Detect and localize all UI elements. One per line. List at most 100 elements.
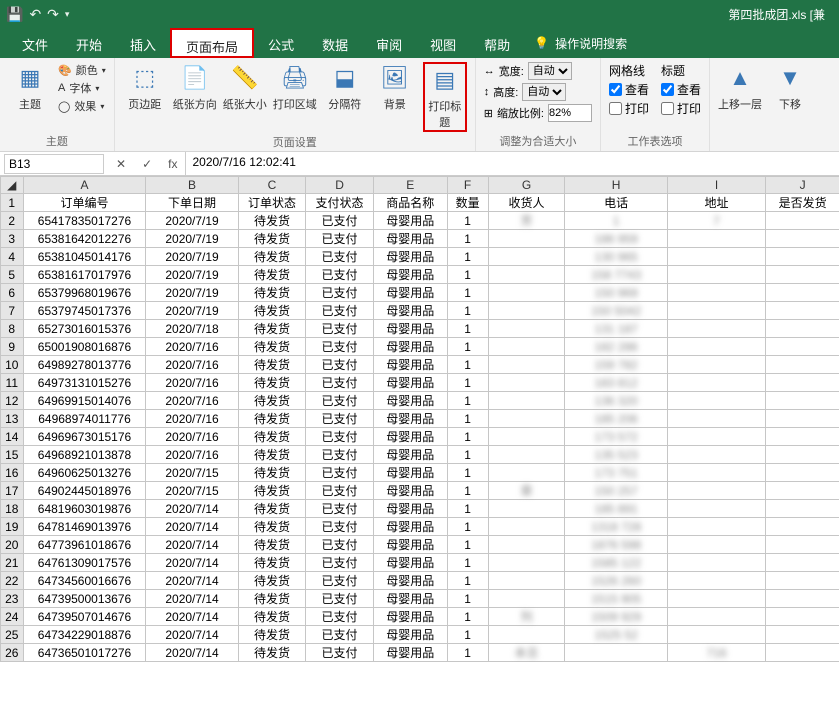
save-icon[interactable]: 💾 xyxy=(6,6,23,23)
tab-view[interactable]: 视图 xyxy=(416,28,470,58)
row-header[interactable]: 11 xyxy=(1,374,24,392)
cell[interactable]: 64968974011776 xyxy=(23,410,146,428)
cell[interactable]: 已支付 xyxy=(306,518,374,536)
fx-icon[interactable]: fx xyxy=(160,157,185,171)
cell[interactable]: 2020/7/14 xyxy=(146,608,238,626)
cell[interactable]: 2020/7/14 xyxy=(146,590,238,608)
cell[interactable]: 182 286 xyxy=(565,338,667,356)
cell[interactable] xyxy=(667,500,765,518)
cell[interactable] xyxy=(667,284,765,302)
cell[interactable]: 173 572 xyxy=(565,428,667,446)
cell[interactable] xyxy=(766,554,839,572)
row-header[interactable]: 17 xyxy=(1,482,24,500)
header-cell[interactable]: 电话 xyxy=(565,194,667,212)
cell[interactable] xyxy=(667,338,765,356)
cell[interactable]: 158 7743 xyxy=(565,266,667,284)
cell[interactable]: 已支付 xyxy=(306,572,374,590)
cell[interactable]: 1876 598 xyxy=(565,536,667,554)
cell[interactable]: 65001908016876 xyxy=(23,338,146,356)
cell[interactable]: 1 xyxy=(565,212,667,230)
cell[interactable]: 待发货 xyxy=(238,464,306,482)
cell[interactable] xyxy=(766,320,839,338)
tab-file[interactable]: 文件 xyxy=(8,28,62,58)
cell[interactable]: 1 xyxy=(447,428,488,446)
cell[interactable]: 1585 122 xyxy=(565,554,667,572)
scale-picker[interactable]: ⊞缩放比例: xyxy=(484,104,592,122)
cell[interactable] xyxy=(667,464,765,482)
column-header[interactable]: G xyxy=(488,177,565,194)
cell[interactable]: 母婴用品 xyxy=(373,320,447,338)
cell[interactable]: 待发货 xyxy=(238,500,306,518)
header-cell[interactable]: 地址 xyxy=(667,194,765,212)
cell[interactable]: 待发货 xyxy=(238,266,306,284)
row-header[interactable]: 2 xyxy=(1,212,24,230)
tab-data[interactable]: 数据 xyxy=(308,28,362,58)
cell[interactable] xyxy=(488,572,565,590)
cell[interactable]: 待发货 xyxy=(238,356,306,374)
cell[interactable]: 待发货 xyxy=(238,626,306,644)
cell[interactable]: 母婴用品 xyxy=(373,230,447,248)
cell[interactable]: 母婴用品 xyxy=(373,374,447,392)
cell[interactable]: 待发货 xyxy=(238,572,306,590)
column-header[interactable]: A xyxy=(23,177,146,194)
cell[interactable]: 2020/7/16 xyxy=(146,428,238,446)
cell[interactable]: 已支付 xyxy=(306,590,374,608)
cell[interactable]: 2020/7/16 xyxy=(146,410,238,428)
cell[interactable]: 待发货 xyxy=(238,410,306,428)
cell[interactable]: 2020/7/16 xyxy=(146,446,238,464)
cell[interactable]: 已支付 xyxy=(306,464,374,482)
header-cell[interactable]: 支付状态 xyxy=(306,194,374,212)
cell[interactable]: 待发货 xyxy=(238,320,306,338)
cell[interactable] xyxy=(667,536,765,554)
cell[interactable]: 已支付 xyxy=(306,608,374,626)
cell[interactable]: 芳 xyxy=(488,212,565,230)
cell[interactable]: 64902445018976 xyxy=(23,482,146,500)
cell[interactable]: 待发货 xyxy=(238,536,306,554)
cell[interactable] xyxy=(667,248,765,266)
cell[interactable]: 1 xyxy=(447,230,488,248)
cell[interactable]: 待发货 xyxy=(238,644,306,662)
cell[interactable]: 母婴用品 xyxy=(373,284,447,302)
bring-forward-button[interactable]: ▲上移一层 xyxy=(718,62,762,112)
formula-input[interactable]: 2020/7/16 12:02:41 xyxy=(185,152,839,175)
row-header[interactable]: 7 xyxy=(1,302,24,320)
cell[interactable] xyxy=(667,590,765,608)
cell[interactable]: 64781469013976 xyxy=(23,518,146,536)
cell[interactable]: 母婴用品 xyxy=(373,212,447,230)
cell[interactable] xyxy=(766,626,839,644)
cell[interactable]: 已支付 xyxy=(306,374,374,392)
cell[interactable] xyxy=(766,356,839,374)
column-header[interactable]: C xyxy=(238,177,306,194)
cell[interactable] xyxy=(667,626,765,644)
cell[interactable]: 173 751 xyxy=(565,464,667,482)
cell[interactable]: 母婴用品 xyxy=(373,626,447,644)
header-cell[interactable]: 收货人 xyxy=(488,194,565,212)
effects-button[interactable]: ◯效果▾ xyxy=(58,98,106,114)
cell[interactable] xyxy=(488,590,565,608)
orientation-button[interactable]: 📄纸张方向 xyxy=(173,62,217,112)
cell[interactable]: 2020/7/19 xyxy=(146,230,238,248)
cell[interactable]: 已支付 xyxy=(306,302,374,320)
cell[interactable] xyxy=(766,230,839,248)
cell[interactable]: 母婴用品 xyxy=(373,392,447,410)
cell[interactable]: 母婴用品 xyxy=(373,266,447,284)
cell[interactable] xyxy=(766,266,839,284)
row-header[interactable]: 25 xyxy=(1,626,24,644)
cell[interactable] xyxy=(488,536,565,554)
cell[interactable]: 已支付 xyxy=(306,320,374,338)
cell[interactable] xyxy=(667,392,765,410)
cell[interactable]: 150 969 xyxy=(565,284,667,302)
cell[interactable] xyxy=(488,230,565,248)
cell[interactable]: 64989278013776 xyxy=(23,356,146,374)
header-cell[interactable]: 是否发货 xyxy=(766,194,839,212)
cancel-icon[interactable]: ✕ xyxy=(108,157,134,171)
row-header[interactable]: 9 xyxy=(1,338,24,356)
cell[interactable]: 本旦 xyxy=(488,644,565,662)
cell[interactable] xyxy=(667,518,765,536)
cell[interactable]: 2020/7/16 xyxy=(146,392,238,410)
tab-home[interactable]: 开始 xyxy=(62,28,116,58)
cell[interactable]: 64773961018676 xyxy=(23,536,146,554)
cell[interactable] xyxy=(488,356,565,374)
cell[interactable]: 待发货 xyxy=(238,284,306,302)
cell[interactable] xyxy=(667,374,765,392)
